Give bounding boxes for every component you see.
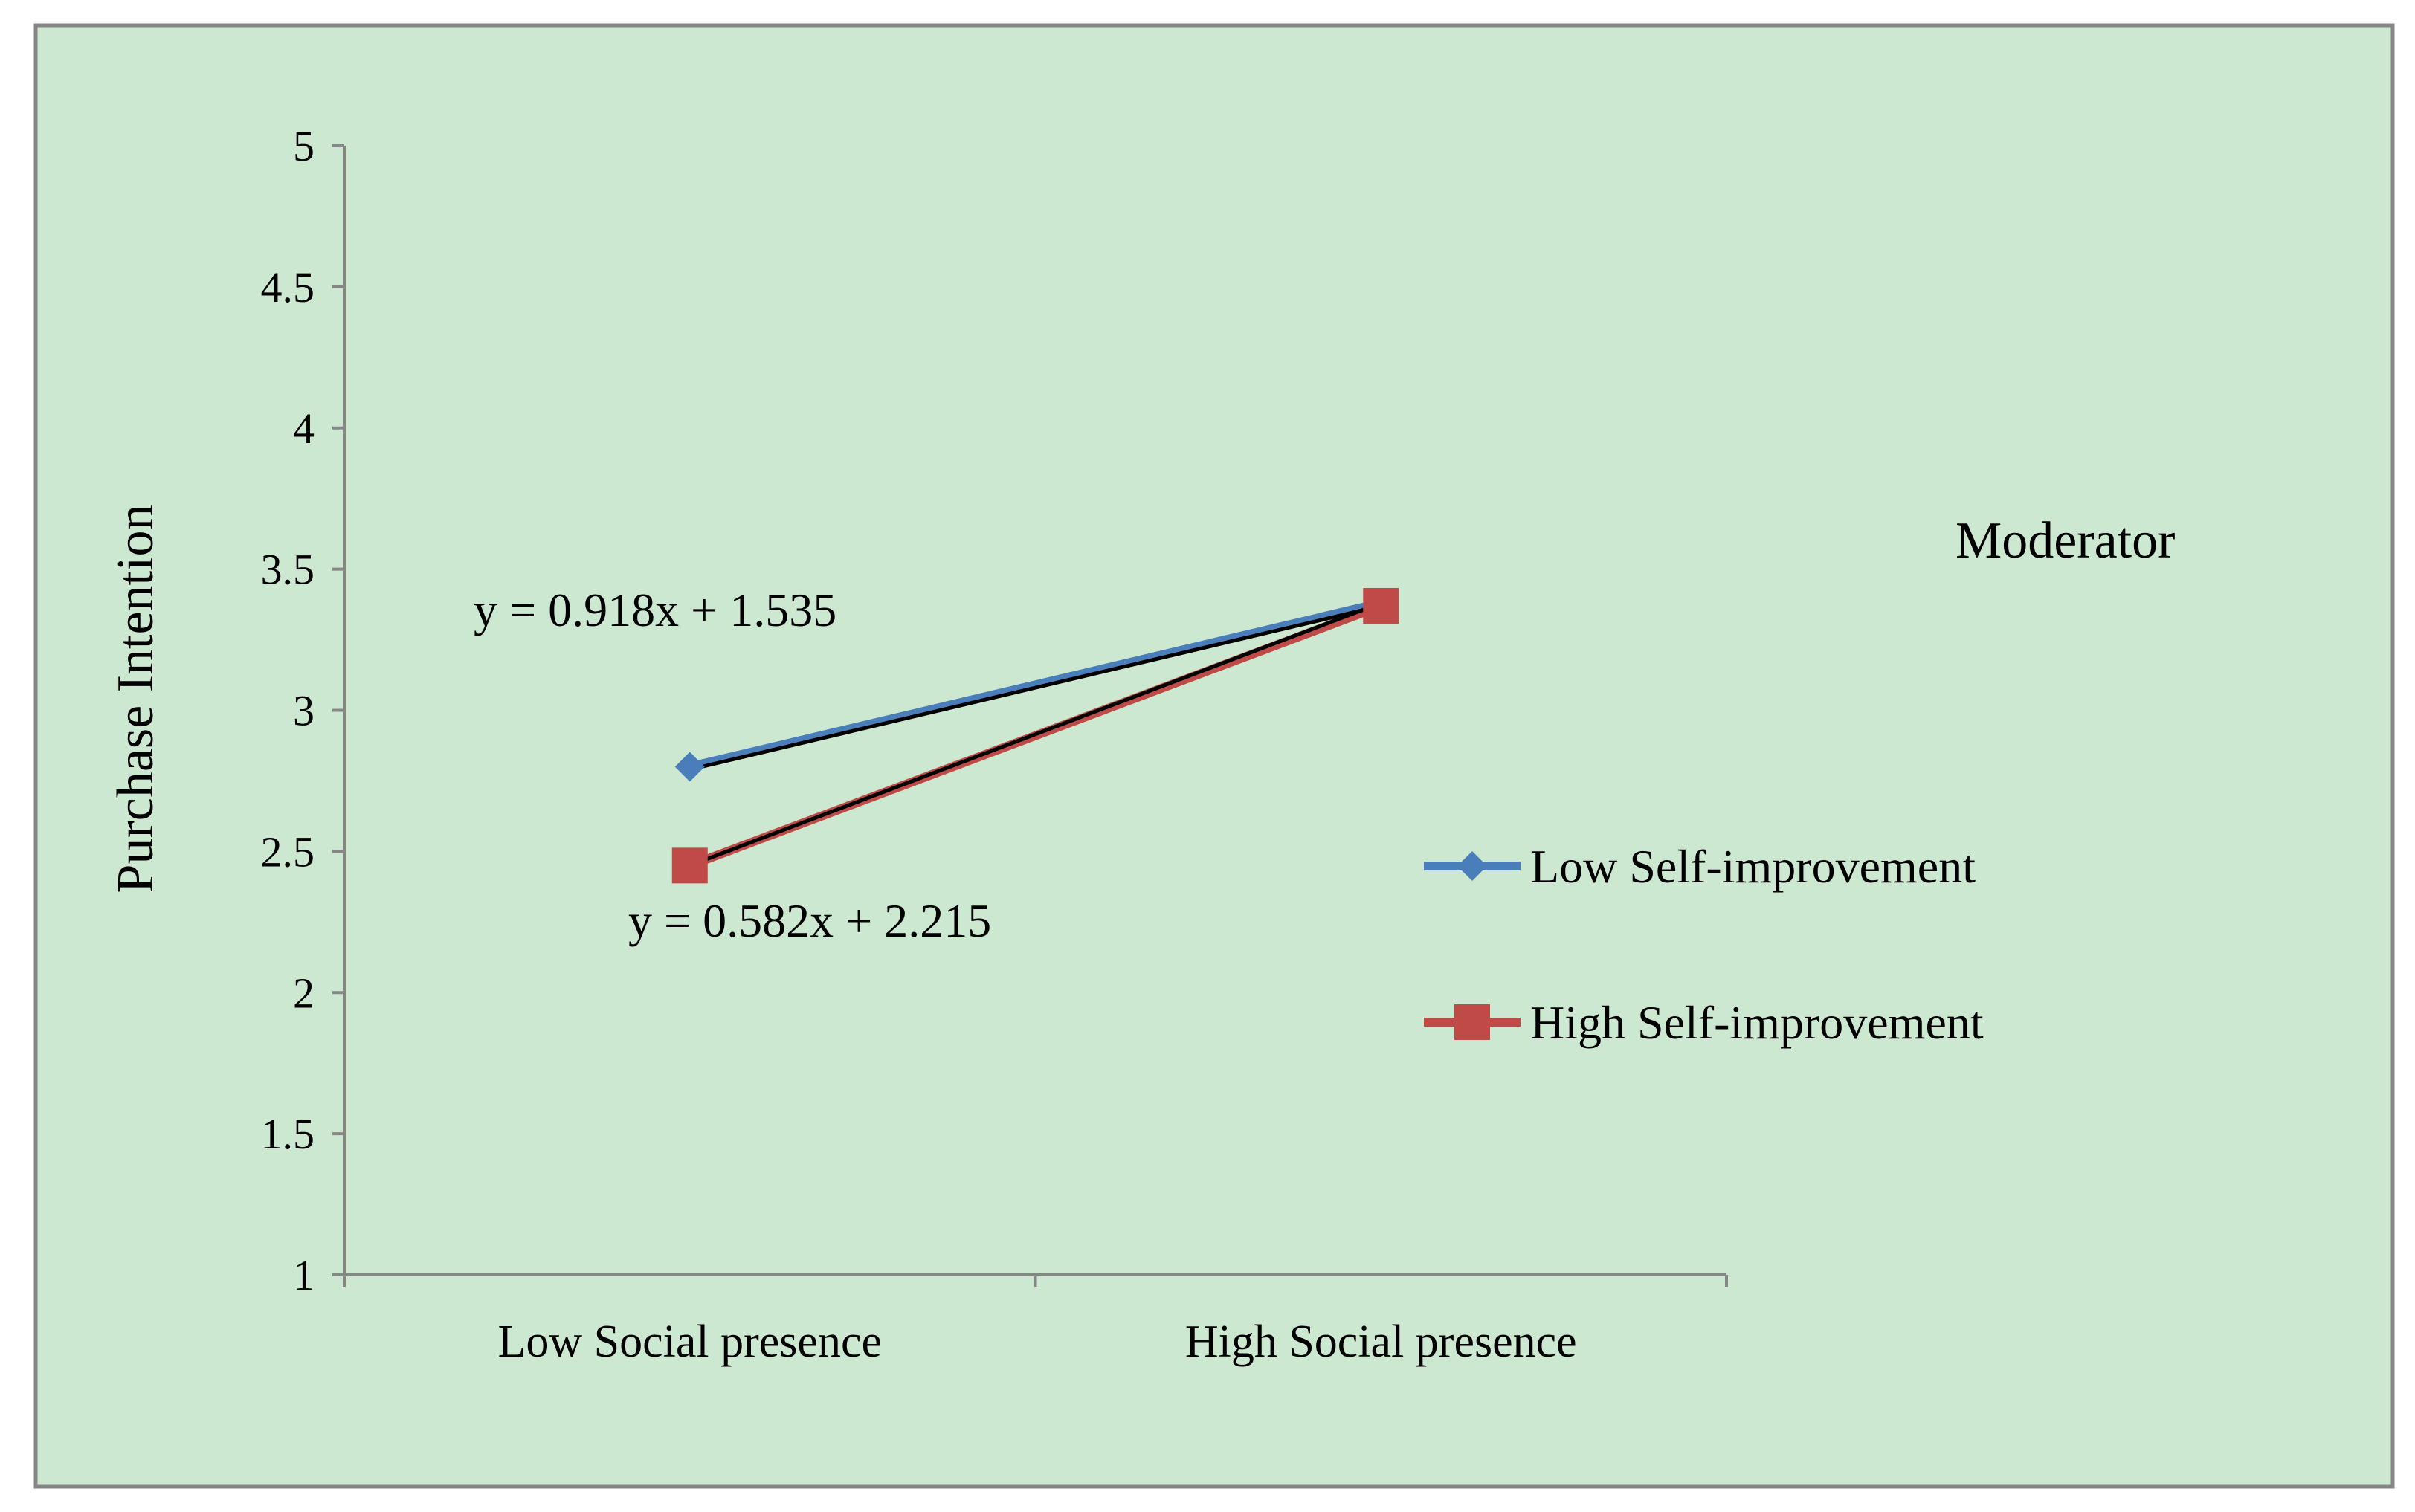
legend-item-0[interactable]: Low Self-improvement	[1424, 840, 1976, 893]
trendline-0	[689, 604, 1381, 772]
trendline-equation-low-self-improvement: y = 0.918x + 1.535	[474, 584, 836, 636]
legend[interactable]: Low Self-improvement High Self-improvemen…	[1424, 840, 1984, 1049]
y-tick-label: 1.5	[261, 1110, 315, 1158]
series-0	[689, 598, 1382, 772]
y-tick-label: 3.5	[261, 546, 315, 594]
legend-swatch-marker	[1457, 851, 1487, 881]
y-tick-label: 1	[293, 1251, 315, 1299]
legend-label: Low Self-improvement	[1530, 840, 1976, 893]
legend-swatch-marker	[1454, 1004, 1490, 1040]
data-point-1-1	[1363, 587, 1399, 624]
x-category-label: Low Social presence	[498, 1316, 882, 1367]
series-line	[689, 598, 1382, 772]
y-axis: 1 1.5 2 2.5 3 3.5 4 4.5 5	[261, 122, 346, 1299]
chart-background	[33, 23, 2395, 1489]
y-tick-label: 5	[293, 122, 315, 170]
series-group	[671, 587, 1399, 884]
trendline-1	[689, 601, 1382, 868]
y-tick-label: 4	[293, 404, 315, 453]
legend-title: Moderator	[1955, 512, 2175, 569]
x-category-label: High Social presence	[1185, 1316, 1577, 1367]
legend-label: High Self-improvement	[1530, 996, 1984, 1049]
y-tick-label: 2.5	[261, 827, 315, 876]
trendline-equation-high-self-improvement: y = 0.582x + 2.215	[628, 894, 991, 947]
x-axis: Low Social presence High Social presence	[343, 1273, 1728, 1367]
data-point-0-0	[674, 752, 705, 782]
data-point-1-0	[671, 847, 708, 884]
y-tick-label: 3	[293, 687, 315, 735]
y-tick-label: 2	[293, 969, 315, 1017]
y-tick-label: 4.5	[261, 263, 315, 311]
legend-item-1[interactable]: High Self-improvement	[1424, 996, 1984, 1049]
y-axis-title: Purchase Intention	[107, 505, 164, 894]
